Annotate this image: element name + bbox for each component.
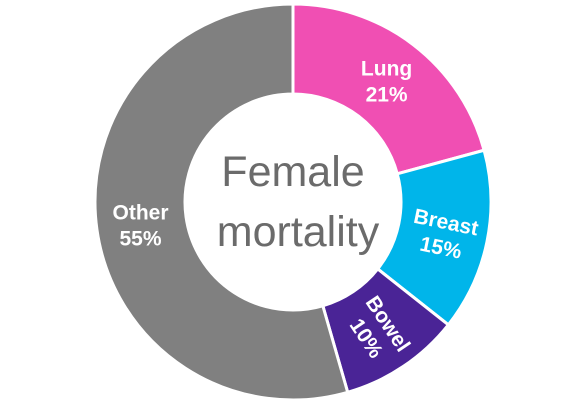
center-label-line-1: Female — [221, 148, 364, 196]
center-label-group: Female mortality — [217, 148, 380, 256]
center-label-line-2: mortality — [217, 208, 380, 256]
slice-value-other: 55% — [119, 227, 161, 250]
slice-label-lung: Lung 21% — [361, 58, 412, 107]
slice-value-lung: 21% — [366, 84, 408, 107]
slice-lung — [291, 2, 486, 176]
slice-label-other: Other 55% — [112, 201, 168, 250]
slice-name-other: Other — [112, 201, 168, 224]
slices-layer — [93, 2, 493, 402]
slice-other — [93, 2, 350, 402]
slice-name-lung: Lung — [361, 58, 412, 81]
